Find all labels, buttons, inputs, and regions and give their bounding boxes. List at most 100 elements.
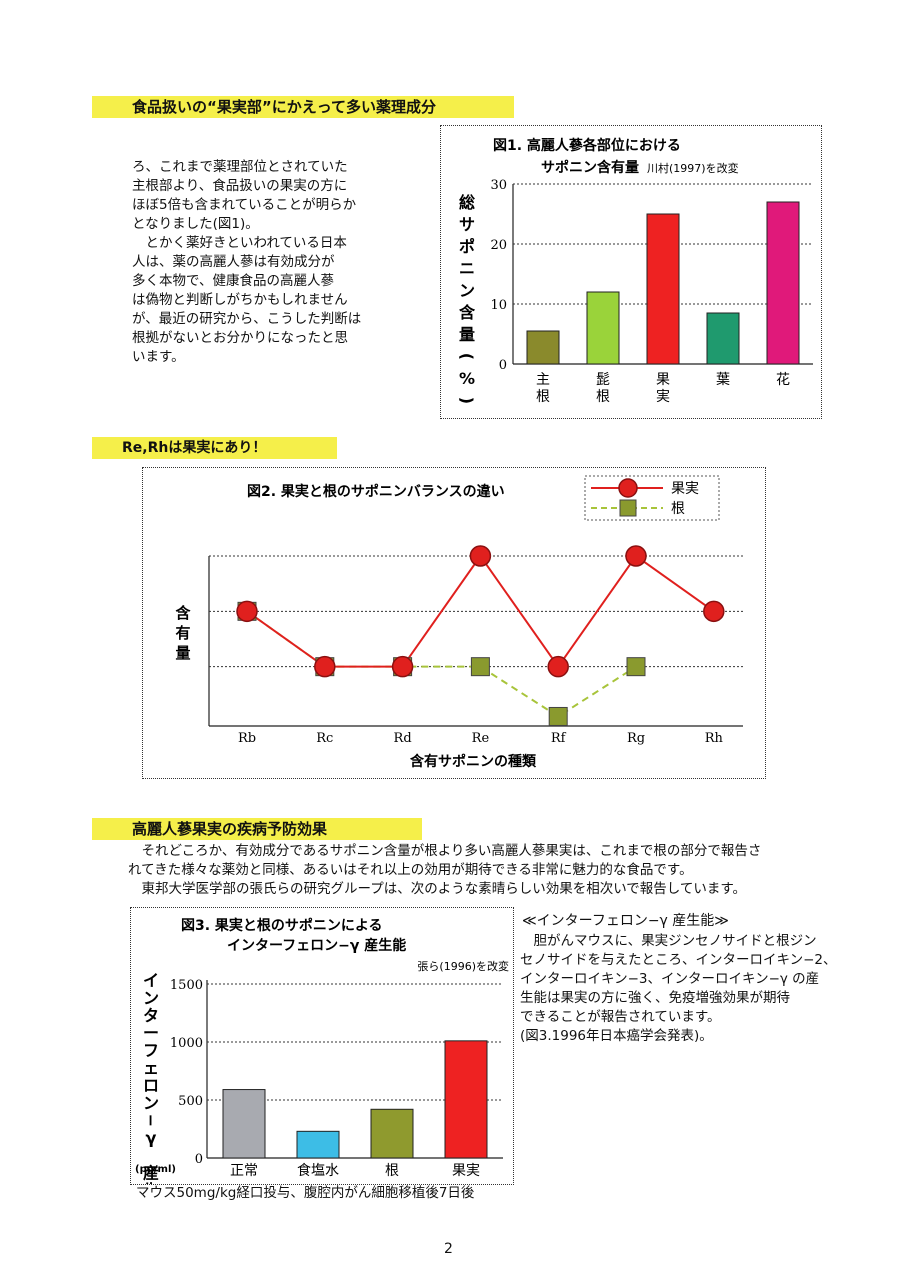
fig1-ylabel-char: (: [457, 353, 476, 360]
figure-2-chart: 図2. 果実と根のサポニンバランスの違い 果実 根 含有量 含有サポニンの種類 …: [175, 475, 743, 770]
section-heading-fruit: 食品扱いの“果実部”にかえって多い薬理成分: [92, 96, 514, 118]
fig1-source: 川村(1997)を改変: [647, 161, 739, 175]
fig1-ylabel-char: 総: [459, 193, 475, 212]
fig2-series-line-root: [246, 610, 637, 718]
fig3-xtick-label: 果実: [452, 1163, 480, 1179]
fig2-legend-box: [584, 475, 720, 521]
fig2-point-root: [470, 657, 490, 677]
fig2-ylabel-char: 有: [175, 624, 190, 642]
fig1-ylabel-char: ポ: [459, 237, 475, 256]
fig1-xtick-label: 葉: [716, 372, 730, 388]
fig3-ylabel-char: ロ: [143, 1076, 159, 1095]
fig3-ytick-label: 1500: [170, 978, 203, 993]
fig3-ylabel-char: −: [141, 1114, 160, 1127]
fig2-title: 図2. 果実と根のサポニンバランスの違い: [247, 483, 505, 500]
fig1-bar: [766, 201, 800, 365]
fig1-xtick-label: 根: [536, 389, 550, 405]
fig2-legend-label-fruit: 果実: [671, 481, 699, 497]
fig2-point-fruit: [703, 600, 725, 623]
fig2-legend-marker-fruit: [618, 478, 638, 498]
fig3-yunit: (pg/ml): [135, 1164, 176, 1175]
fig1-xtick-label: 花: [776, 372, 790, 388]
fig3-ylabel-char: ー: [143, 1024, 159, 1043]
fig3-ytick-label: 0: [195, 1152, 203, 1167]
fig1-ylabel-char: %: [459, 369, 475, 388]
fig3-subtitle: インターフェロン−γ 産生能: [227, 937, 406, 954]
fig2-xtick-label: Re: [472, 731, 490, 746]
page-number: 2: [444, 1241, 453, 1257]
fig2-point-fruit: [547, 655, 569, 678]
fig2-xtick-label: Rc: [316, 731, 333, 746]
fig1-xtick-label: 果: [656, 372, 670, 388]
interferon-body: 胆がんマウスに、果実ジンセノサイドと根ジン セノサイドを与えたところ、インターロ…: [520, 933, 837, 1044]
fig1-ylabel-char: サ: [459, 215, 475, 234]
figure-3-box: 図3. 果実と根のサポニンによる インターフェロン−γ 産生能 張ら(1996)…: [130, 907, 514, 1185]
fig1-bar: [706, 312, 740, 365]
interferon-title: ≪インターフェロン−γ 産生能≫: [522, 913, 729, 929]
fig1-xtick-label: 実: [656, 389, 670, 405]
fig2-point-root: [548, 706, 568, 726]
fig2-point-fruit: [391, 655, 414, 678]
section-heading-disease-prevention: 高麗人蔘果実の疾病予防効果: [92, 818, 422, 840]
figure-1-chart: 図1. 高麗人蔘各部位における サポニン含有量 川村(1997)を改変 総サポニン…: [457, 137, 813, 405]
fig2-point-fruit: [314, 655, 336, 678]
fig1-ylabel-char: 含: [459, 303, 476, 322]
figure-2-box: 図2. 果実と根のサポニンバランスの違い 果実 根 含有量 含有サポニンの種類 …: [142, 467, 766, 779]
fig1-ytick-label: 10: [490, 298, 507, 313]
fig3-ylabel-char: γ: [146, 1129, 157, 1148]
fig1-bar: [526, 330, 560, 365]
fig2-xtick-label: Rf: [551, 731, 567, 746]
fig2-point-fruit: [469, 545, 492, 567]
fig3-xtick-label: 食塩水: [297, 1162, 339, 1179]
fig2-xtick-label: Rg: [627, 731, 645, 746]
fig1-xtick-label: 主: [536, 372, 550, 388]
fig3-ylabel-char: イ: [143, 971, 159, 990]
section3-paragraph: それどころか、有効成分であるサポニン含量が根より多い高麗人蔘果実は、これまで根の…: [128, 843, 762, 897]
fig2-legend-marker-root: [619, 499, 637, 517]
fig1-xtick-label: 根: [596, 389, 610, 405]
fig3-ylabel-char: 生: [143, 1181, 159, 1184]
fig2-ylabel-char: 量: [175, 644, 190, 662]
fig1-ylabel-char: ン: [459, 281, 475, 300]
fig3-bar: [296, 1130, 340, 1159]
fig1-ylabel-char: ニ: [459, 259, 475, 278]
section-heading-re-rh: Re,Rhは果実にあり！: [92, 437, 337, 459]
fig1-ylabel-char: ): [457, 397, 476, 404]
fig3-ylabel-char: 産: [143, 1164, 159, 1183]
fig3-title: 図3. 果実と根のサポニンによる: [181, 917, 383, 934]
fig2-point-fruit: [236, 600, 258, 623]
fig3-ylabel-char: ェ: [143, 1059, 159, 1078]
fig1-ytick-label: 20: [490, 238, 507, 253]
fig1-ytick-label: 0: [499, 358, 507, 373]
fig3-ylabel-char: フ: [143, 1041, 159, 1060]
fig3-bar: [444, 1040, 488, 1159]
fig3-xtick-label: 正常: [230, 1163, 258, 1179]
fig3-ylabel-char: ン: [143, 1094, 159, 1113]
fig1-subtitle: サポニン含有量 川村(1997)を改変: [541, 159, 739, 176]
fig2-xlabel: 含有サポニンの種類: [410, 753, 537, 770]
fig1-bar: [646, 213, 680, 365]
fig2-ylabel: 含有量: [175, 604, 191, 662]
fig3-ylabel-char: タ: [143, 1006, 159, 1025]
fig2-xtick-label: Rd: [394, 731, 412, 746]
fig3-bar: [370, 1108, 414, 1159]
fig1-ylabel-char: 量: [459, 325, 475, 344]
fig1-xtick-label: 髭: [596, 372, 610, 388]
fig3-bar: [222, 1089, 266, 1159]
fig1-bar: [586, 291, 620, 365]
fig1-title: 図1. 高麗人蔘各部位における: [493, 137, 681, 154]
fig3-xtick-label: 根: [385, 1163, 399, 1179]
intro-paragraph: ろ、これまで薬理部位とされていた 主根部より、食品扱いの果実の方に ほぼ5倍も含…: [132, 159, 362, 365]
fig3-caption: マウス50mg/kg経口投与、腹腔内がん細胞移植後7日後: [136, 1185, 475, 1201]
fig2-legend: 果実 根: [584, 475, 720, 521]
fig2-legend-label-root: 根: [671, 501, 685, 517]
fig2-point-root: [626, 657, 646, 677]
fig3-ytick-label: 500: [178, 1094, 203, 1109]
fig2-ylabel-char: 含: [175, 604, 191, 622]
fig3-source: 張ら(1996)を改変: [417, 959, 509, 973]
figure-1-box: 図1. 高麗人蔘各部位における サポニン含有量 川村(1997)を改変 総サポニン…: [440, 125, 822, 419]
fig1-subtitle-text: サポニン含有量: [541, 159, 639, 176]
fig1-ytick-label: 30: [490, 178, 507, 193]
fig3-ylabel-char: ン: [143, 989, 159, 1008]
